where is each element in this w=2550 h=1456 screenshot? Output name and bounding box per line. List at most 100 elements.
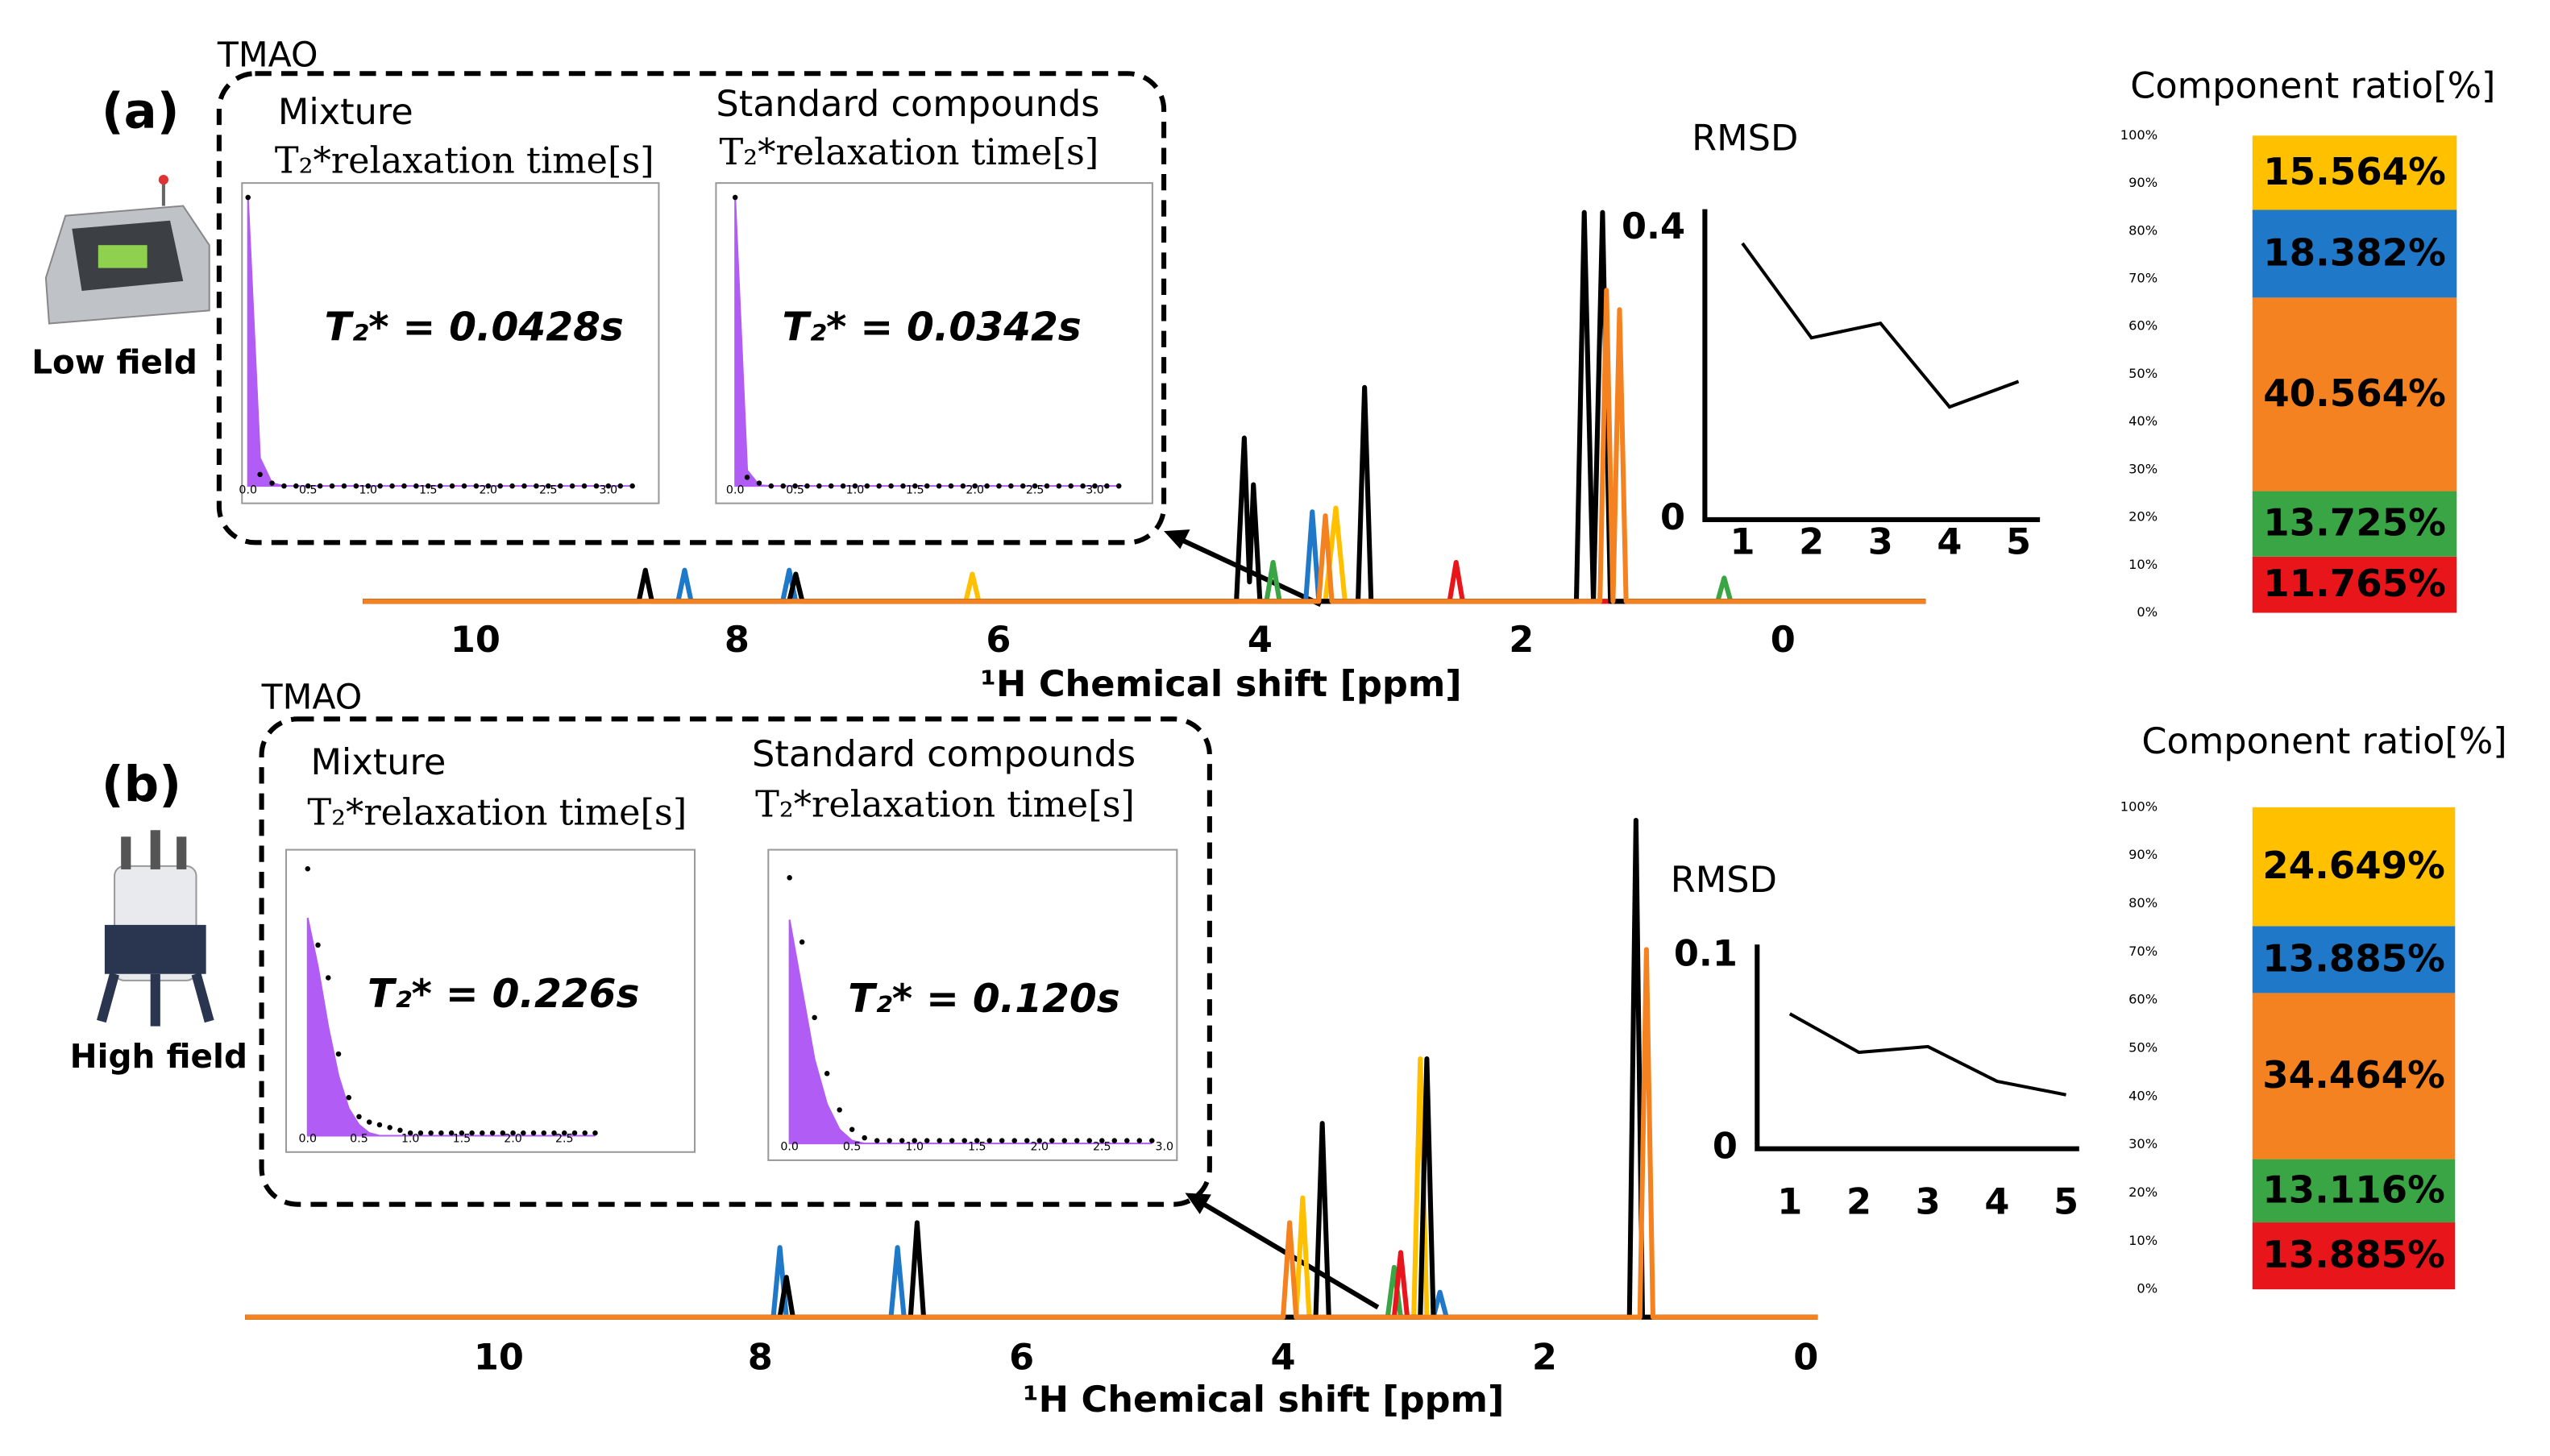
data-point: [541, 1130, 547, 1136]
x-tick-label: 0.0: [298, 1133, 317, 1146]
axis: [1755, 944, 2079, 1151]
inset-title: Standard compounds: [752, 733, 1136, 775]
data-point: [756, 480, 762, 486]
data-point: [1049, 1138, 1055, 1143]
x-tick-label: 2: [1509, 619, 1534, 661]
x-tick-label: 4: [1270, 1336, 1295, 1378]
inset-plot-frame: [241, 182, 660, 504]
data-point: [305, 483, 311, 489]
x-tick-label: 2: [1799, 521, 1824, 562]
data-point: [473, 483, 480, 489]
x-axis-label: ¹H Chemical shift [ppm]: [980, 663, 1461, 705]
x-axis-label: ¹H Chemical shift [ppm]: [1023, 1379, 1504, 1421]
y-tick-label: 80%: [2128, 222, 2158, 238]
annotation: T₂* = 0.0428s: [325, 305, 624, 351]
x-tick-label: 2.0: [480, 483, 498, 496]
data-point: [732, 194, 738, 201]
x-tick-label: 1.0: [846, 483, 865, 496]
compound-label: TMAO: [261, 678, 363, 718]
data-point: [824, 1071, 830, 1076]
x-tick-label: 0.5: [350, 1133, 368, 1146]
data-point: [335, 1051, 342, 1057]
data-point: [329, 483, 335, 489]
x-tick-label: 3.0: [600, 483, 618, 496]
data-point: [365, 483, 371, 489]
y-tick-label: 40%: [2128, 413, 2158, 429]
inset-title: Standard compounds: [716, 83, 1099, 125]
x-tick-label: 4: [1937, 521, 1962, 562]
x-tick-label: 3.0: [1156, 1141, 1174, 1154]
data-point: [862, 1135, 867, 1141]
spectrum-line: [363, 560, 1926, 604]
data-point: [1032, 483, 1038, 489]
data-point: [510, 1130, 516, 1136]
data-point: [551, 1130, 557, 1136]
bar-segment: [2252, 1222, 2456, 1290]
x-tick-label: 0: [1793, 1336, 1818, 1378]
axis: [1702, 209, 2041, 522]
value-label: 13.885%: [2262, 936, 2445, 980]
x-tick-label: 0.0: [780, 1141, 799, 1154]
device-label: High field: [70, 1037, 247, 1076]
data-point: [459, 1130, 465, 1136]
data-point: [417, 1130, 424, 1136]
y-tick-label: 70%: [2128, 944, 2158, 959]
y-tick-label: 30%: [2128, 1136, 2158, 1151]
value-label: 13.725%: [2263, 501, 2446, 545]
data-point: [1074, 1138, 1080, 1143]
annotation: T₂* = 0.0342s: [782, 305, 1081, 351]
data-point: [1111, 1138, 1118, 1143]
y-tick-label: 0.4: [1622, 205, 1685, 247]
data-point: [961, 1138, 967, 1143]
data-point: [972, 483, 978, 489]
data-point: [500, 1130, 506, 1136]
data-point: [562, 1130, 567, 1136]
x-tick-label: 2: [1846, 1181, 1871, 1223]
y-tick-label: 10%: [2128, 1233, 2158, 1248]
data-point: [521, 1130, 526, 1136]
data-point: [389, 483, 395, 489]
data-point: [912, 1138, 917, 1143]
inset-plot-frame: [767, 848, 1178, 1161]
data-point: [849, 1126, 855, 1132]
y-tick-label: 40%: [2128, 1088, 2158, 1103]
y-tick-label: 0%: [2137, 1281, 2158, 1296]
x-tick-label: 2.0: [1030, 1141, 1049, 1154]
x-tick-label: 2.5: [1093, 1141, 1111, 1154]
data-point: [1136, 1138, 1143, 1143]
high-field-device: [96, 830, 214, 1027]
x-tick-label: 8: [748, 1336, 773, 1378]
y-tick-label: 100%: [2120, 799, 2158, 814]
data-point: [780, 483, 786, 489]
value-label: 11.765%: [2263, 562, 2446, 605]
data-point: [936, 483, 942, 489]
bar-segment: [2252, 297, 2457, 492]
data-point: [874, 1138, 880, 1143]
x-tick-label: 10: [474, 1336, 524, 1378]
inset-title: Mixture: [310, 741, 446, 783]
y-tick-label: 80%: [2128, 895, 2158, 911]
data-point: [489, 1130, 496, 1136]
data-point: [593, 483, 600, 489]
value-label: 15.564%: [2263, 150, 2446, 193]
bar-segment: [2252, 491, 2457, 557]
data-point: [816, 483, 822, 489]
y-tick-label: 60%: [2128, 318, 2158, 334]
value-label: 13.885%: [2262, 1233, 2445, 1276]
data-point: [582, 1130, 588, 1136]
inset-plot-frame: [285, 848, 696, 1153]
data-point: [366, 1119, 372, 1125]
bar-segment: [2252, 135, 2457, 210]
y-tick-label: 0%: [2137, 604, 2158, 620]
inset-axis-label: T₂*relaxation time[s]: [307, 792, 687, 834]
inset-frame: [216, 71, 1167, 545]
data-point: [1061, 1138, 1068, 1143]
y-tick-label: 20%: [2128, 509, 2158, 525]
data-point: [617, 483, 623, 489]
spectrum-line: [245, 1245, 1818, 1320]
data-point: [245, 194, 251, 201]
x-tick-label: 6: [986, 619, 1011, 661]
data-point: [960, 483, 966, 489]
y-tick-label: 30%: [2128, 461, 2158, 476]
x-tick-label: 10: [451, 619, 500, 661]
